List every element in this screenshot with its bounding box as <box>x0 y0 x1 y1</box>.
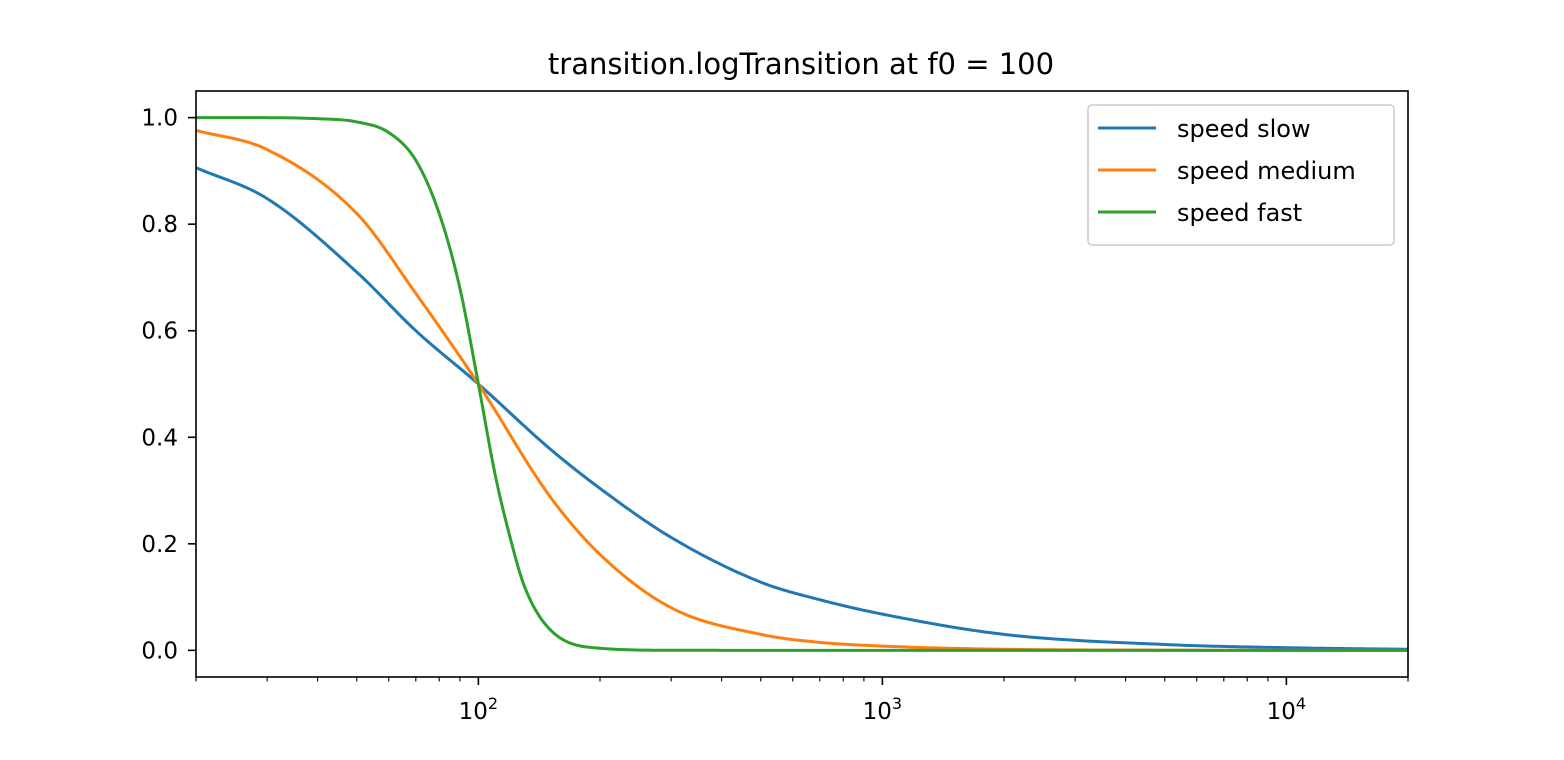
x-axis: 102 103 104 <box>195 677 1409 725</box>
x-tick-label: 104 <box>1267 694 1306 725</box>
legend-box <box>1087 104 1395 246</box>
series-line-speed-fast <box>196 116 1408 652</box>
legend-label: speed medium <box>1177 157 1356 185</box>
y-tick-label: 0.4 <box>141 425 178 451</box>
chart-title: transition.logTransition at f0 = 100 <box>548 47 1054 81</box>
x-tick-label: 103 <box>863 694 902 725</box>
y-tick-label: 0.0 <box>141 638 178 664</box>
y-tick-label: 0.8 <box>141 212 178 238</box>
legend-label: speed slow <box>1177 115 1311 143</box>
series-line-speed-slow <box>195 166 1409 651</box>
plot-frame <box>195 90 1409 678</box>
y-tick-label: 1.0 <box>141 106 178 132</box>
x-tick-label: 102 <box>459 694 498 725</box>
y-axis: 0.0 0.2 0.4 0.6 0.8 1.0 <box>141 106 196 664</box>
series-group <box>195 116 1409 652</box>
legend-label: speed fast <box>1177 199 1302 227</box>
legend: speed slow speed medium speed fast <box>1087 104 1395 246</box>
y-tick-label: 0.2 <box>141 532 178 558</box>
y-tick-label: 0.6 <box>141 319 178 345</box>
